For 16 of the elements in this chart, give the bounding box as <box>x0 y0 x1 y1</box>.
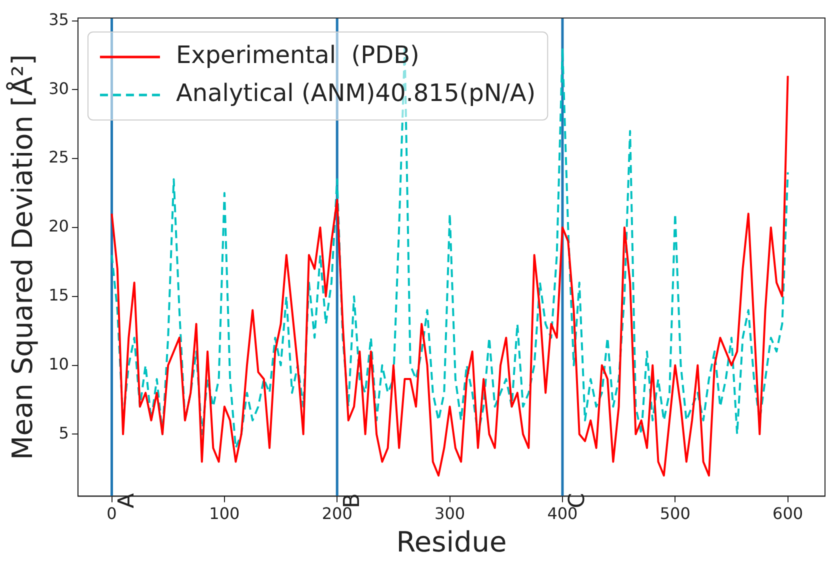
x-axis-title: Residue <box>396 525 507 558</box>
legend-label: Analytical (ANM)40.815(pN/A) <box>176 79 536 108</box>
y-tick-label: 25 <box>48 148 69 167</box>
x-tick-label: 300 <box>434 504 466 523</box>
y-tick-label: 20 <box>48 216 69 236</box>
y-tick-label: 35 <box>48 10 69 29</box>
legend-label: Experimental (PDB) <box>176 41 420 70</box>
x-tick-label: 0 <box>106 504 117 523</box>
y-tick-label: 10 <box>48 354 69 374</box>
y-tick-label: 15 <box>48 286 69 305</box>
y-axis-title: Mean Squared Deviation [Å²] <box>6 54 40 460</box>
y-tick-label: 30 <box>48 78 69 98</box>
x-tick-label: 100 <box>209 504 240 523</box>
x-tick-label: 600 <box>772 504 804 523</box>
y-tick-label: 5 <box>58 423 69 442</box>
x-tick-label: 500 <box>660 504 690 523</box>
